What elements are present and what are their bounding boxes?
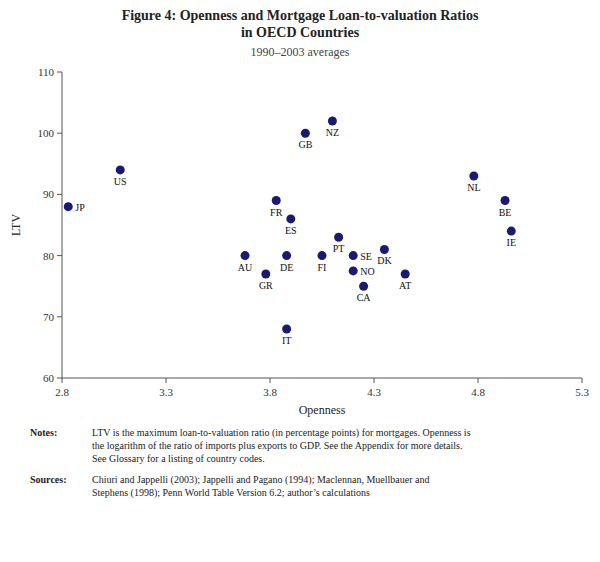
y-tick xyxy=(57,255,62,256)
point-label: DE xyxy=(280,262,293,273)
point xyxy=(328,116,337,125)
point-label: DK xyxy=(377,255,392,266)
point xyxy=(469,172,478,181)
point-label: FR xyxy=(270,207,283,218)
y-tick xyxy=(57,194,62,195)
annotation-text: LTV is the maximum loan-to-valuation rat… xyxy=(92,427,471,464)
y-tick-label: 100 xyxy=(38,127,55,139)
point xyxy=(286,214,295,223)
point-label: IT xyxy=(282,335,291,346)
point xyxy=(318,251,327,260)
x-tick xyxy=(374,378,375,383)
x-axis-line xyxy=(62,378,582,379)
point xyxy=(334,233,343,242)
point-label: AU xyxy=(238,262,253,273)
x-tick xyxy=(270,378,271,383)
point-label: IE xyxy=(507,237,516,248)
point xyxy=(116,165,125,174)
y-axis-label: LTV xyxy=(9,214,23,237)
point-labels: JP US AU GR FRES DE IT GB NZ FI PT SE NO CA DK AT NL BE IE xyxy=(75,127,516,346)
point-label: NO xyxy=(360,266,374,277)
points xyxy=(64,116,516,333)
point xyxy=(501,196,510,205)
y-tick-label: 110 xyxy=(38,66,55,78)
y-tick-label: 60 xyxy=(43,372,55,384)
point-label: FI xyxy=(318,262,327,273)
title: Figure 4: Openness and Mortgage Loan-to-… xyxy=(122,8,479,40)
point xyxy=(241,251,250,260)
point xyxy=(401,269,410,278)
y-tick-label: 80 xyxy=(43,250,55,262)
point-label: GB xyxy=(298,139,312,150)
y-tick xyxy=(57,133,62,134)
x-tick-label: 2.8 xyxy=(55,386,69,398)
point xyxy=(507,227,516,236)
point xyxy=(359,282,368,291)
y-tick xyxy=(57,378,62,379)
x-tick-label: 3.3 xyxy=(159,386,173,398)
point xyxy=(64,202,73,211)
point xyxy=(282,251,291,260)
point-label: PT xyxy=(333,243,345,254)
point xyxy=(380,245,389,254)
x-axis-label: Openness xyxy=(299,403,346,417)
annotation-label: Notes: xyxy=(30,427,57,438)
point-label: NZ xyxy=(326,127,339,138)
x-tick xyxy=(166,378,167,383)
x-tick-label: 3.8 xyxy=(263,386,277,398)
chart: Figure 4: Openness and Mortgage Loan-to-… xyxy=(0,0,600,562)
y-axis-line xyxy=(62,72,63,378)
y-tick xyxy=(57,316,62,317)
x-tick xyxy=(478,378,479,383)
y-tick-label: 90 xyxy=(43,188,55,200)
point-label: SE xyxy=(360,251,372,262)
x-tick xyxy=(582,378,583,383)
point-label: NL xyxy=(467,182,480,193)
annotation-text: Chiuri and Jappelli (2003); Jappelli and… xyxy=(92,474,429,499)
subtitle: 1990–2003 averages xyxy=(251,45,350,59)
point-label: ES xyxy=(285,225,297,236)
point-label: CA xyxy=(357,292,372,303)
x-tick xyxy=(62,378,63,383)
annotation-label: Sources: xyxy=(30,474,66,485)
x-tick-label: 4.3 xyxy=(367,386,381,398)
point xyxy=(282,325,291,334)
point-label: BE xyxy=(499,207,512,218)
point xyxy=(301,129,310,138)
point-label: JP xyxy=(75,202,85,213)
point xyxy=(349,251,358,260)
y-tick xyxy=(57,72,62,73)
point xyxy=(349,266,358,275)
point xyxy=(272,196,281,205)
x-tick-label: 4.8 xyxy=(471,386,485,398)
y-tick-label: 70 xyxy=(43,311,55,323)
point-label: AT xyxy=(399,280,411,291)
point xyxy=(261,269,270,278)
x-tick-label: 5.3 xyxy=(575,386,589,398)
point-label: GR xyxy=(259,280,273,291)
point-label: US xyxy=(114,176,127,187)
